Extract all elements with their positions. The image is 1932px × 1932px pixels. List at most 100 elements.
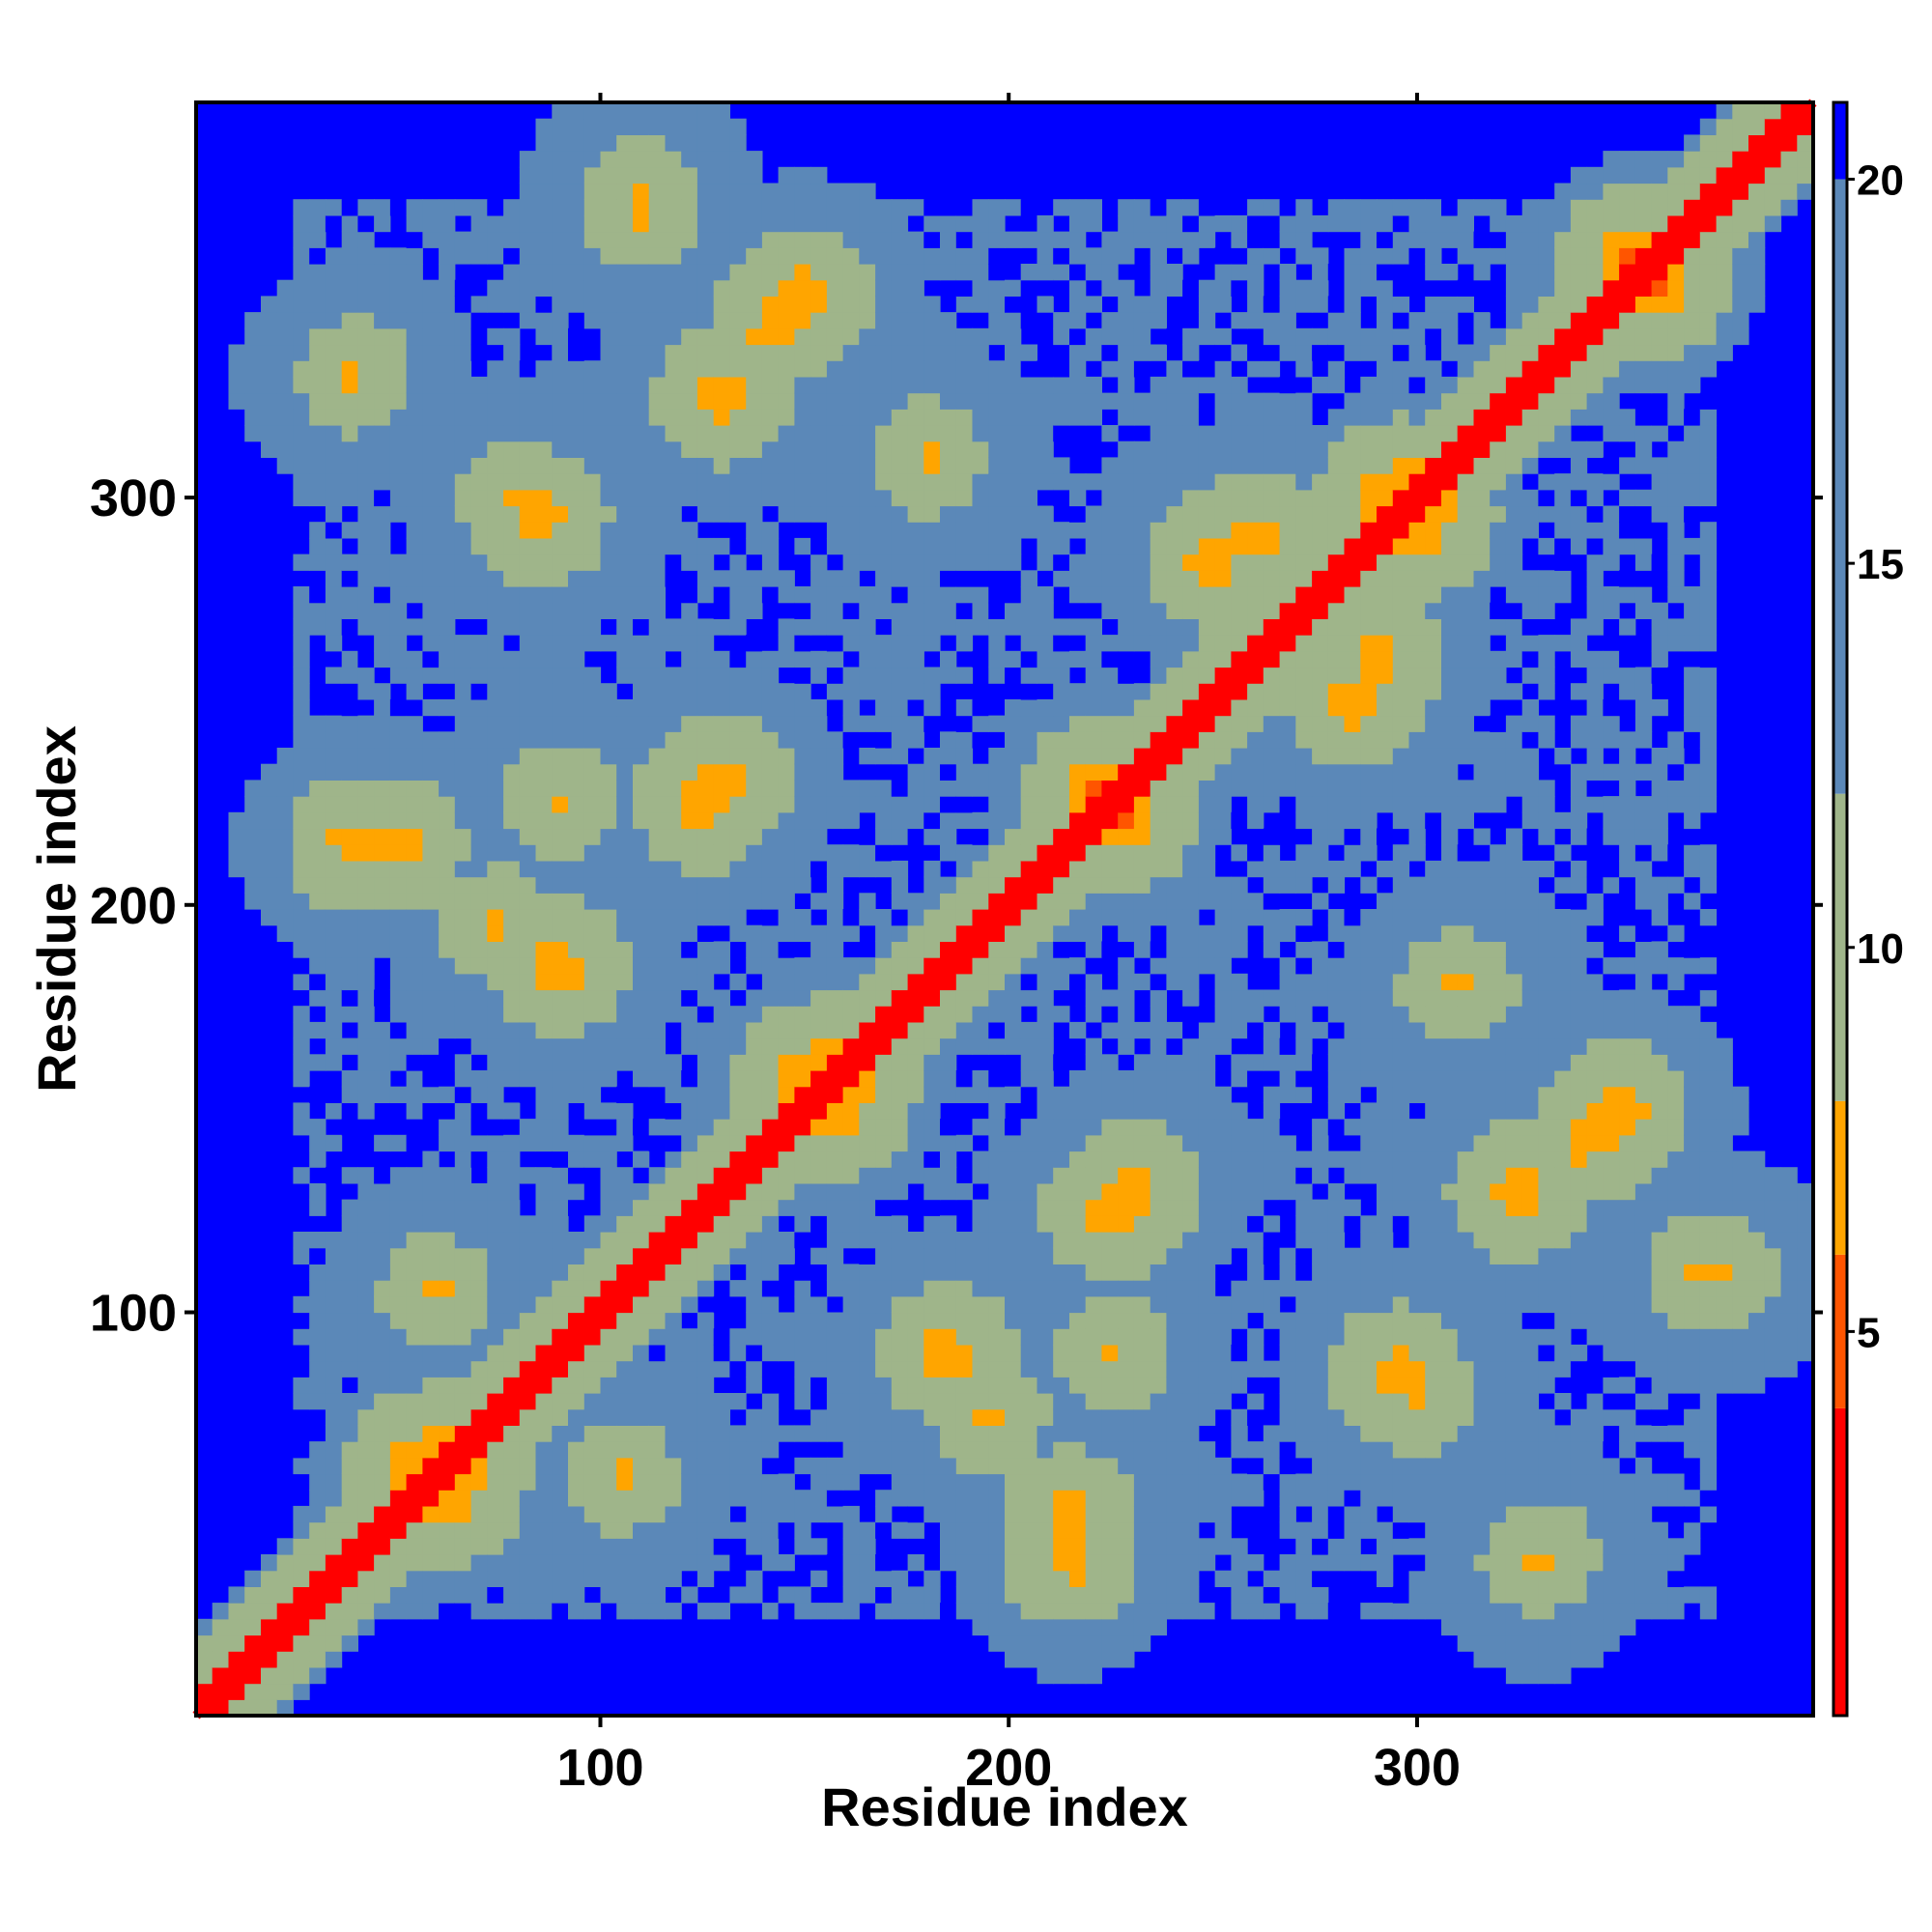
heatmap-cell <box>826 1360 844 1378</box>
heatmap-cell <box>761 1232 780 1249</box>
heatmap-cell <box>891 264 909 281</box>
heatmap-cell <box>1214 473 1232 491</box>
heatmap-cell <box>955 1295 974 1314</box>
heatmap-cell <box>681 618 698 636</box>
heatmap-cell <box>907 376 924 394</box>
heatmap-cell <box>696 1473 715 1491</box>
heatmap-cell <box>761 989 780 1007</box>
heatmap-cell <box>487 1182 504 1201</box>
heatmap-cell <box>648 505 666 523</box>
heatmap-cell <box>470 1151 488 1168</box>
heatmap-cell <box>761 570 780 587</box>
heatmap-cell <box>1150 409 1167 426</box>
heatmap-cell <box>665 844 682 862</box>
heatmap-cell <box>261 780 278 797</box>
heatmap-cell <box>406 1328 423 1346</box>
heatmap-cell <box>681 1328 698 1346</box>
heatmap-cell <box>487 715 504 732</box>
heatmap-cell <box>729 554 747 571</box>
heatmap-cell <box>568 1199 585 1216</box>
heatmap-cell <box>519 409 537 426</box>
heatmap-cell <box>357 296 375 313</box>
heatmap-cell <box>842 1232 860 1249</box>
heatmap-cell <box>891 1037 909 1055</box>
heatmap-cell <box>341 1295 358 1314</box>
heatmap-cell <box>374 1473 391 1491</box>
heatmap-cell <box>357 1199 375 1216</box>
heatmap-cell <box>1198 941 1216 958</box>
heatmap-cell <box>325 1554 343 1572</box>
heatmap-cell <box>1166 844 1183 862</box>
heatmap-cell <box>244 1699 262 1717</box>
heatmap-cell <box>1150 231 1167 248</box>
heatmap-cell <box>406 457 423 474</box>
heatmap-cell <box>309 1457 327 1475</box>
heatmap-cell <box>1231 1344 1248 1362</box>
heatmap-cell <box>746 1182 763 1201</box>
heatmap-cell <box>907 1393 924 1410</box>
heatmap-cell <box>389 1167 408 1184</box>
heatmap-cell <box>1085 1182 1102 1201</box>
heatmap-cell <box>325 344 343 361</box>
heatmap-cell <box>1133 1505 1151 1523</box>
heatmap-cell <box>244 1570 262 1587</box>
heatmap-cell <box>1005 1570 1022 1587</box>
heatmap-cell <box>778 828 795 845</box>
heatmap-cell <box>761 650 780 668</box>
heatmap-cell <box>616 360 634 378</box>
heatmap-cell <box>1037 1295 1054 1314</box>
heatmap-cell <box>1182 860 1200 878</box>
heatmap-cell <box>454 440 472 458</box>
heatmap-cell <box>261 860 278 878</box>
heatmap-cell <box>761 1521 780 1539</box>
heatmap-cell <box>1069 1666 1087 1685</box>
heatmap-cell <box>503 1199 521 1216</box>
heatmap-cell <box>583 715 602 732</box>
heatmap-cell <box>454 537 472 555</box>
heatmap-cell <box>309 1473 327 1491</box>
heatmap-cell <box>826 1425 844 1442</box>
heatmap-cell <box>859 473 876 491</box>
heatmap-cell <box>389 586 408 604</box>
heatmap-cell <box>1085 554 1102 571</box>
heatmap-cell <box>389 909 408 926</box>
heatmap-cell <box>891 1538 909 1555</box>
heatmap-cell <box>1214 279 1232 297</box>
heatmap-cell <box>1005 780 1022 797</box>
heatmap-cell <box>568 1408 585 1426</box>
heatmap-cell <box>309 811 327 830</box>
heatmap-cell <box>1020 828 1037 845</box>
heatmap-cell <box>422 199 440 216</box>
heatmap-cell <box>923 1264 941 1281</box>
heatmap-cell <box>1005 1006 1022 1023</box>
heatmap-cell <box>955 1570 974 1587</box>
heatmap-cell <box>696 1086 715 1103</box>
heatmap-cell <box>633 1425 650 1442</box>
heatmap-cell <box>568 554 585 571</box>
heatmap-cell <box>309 1603 327 1620</box>
heatmap-cell <box>600 1377 617 1394</box>
heatmap-cell <box>228 1586 245 1604</box>
heatmap-cell <box>1133 327 1151 346</box>
heatmap-cell <box>1231 924 1248 942</box>
heatmap-cell <box>729 376 747 394</box>
heatmap-cell <box>1053 650 1070 668</box>
heatmap-cell <box>1166 440 1183 458</box>
heatmap-cell <box>406 537 423 555</box>
heatmap-cell <box>535 763 553 781</box>
heatmap-cell <box>859 1070 876 1088</box>
heatmap-cell <box>729 489 747 507</box>
heatmap-cell <box>583 1521 602 1539</box>
heatmap-cell <box>276 312 294 329</box>
heatmap-cell <box>696 392 715 410</box>
heatmap-cell <box>955 876 974 894</box>
heatmap-cell <box>583 989 602 1007</box>
heatmap-cell <box>276 1538 294 1555</box>
heatmap-cell <box>955 811 974 830</box>
heatmap-cell <box>713 134 730 152</box>
heatmap-cell <box>891 247 909 265</box>
heatmap-cell <box>1118 360 1135 378</box>
heatmap-cell <box>583 440 602 458</box>
heatmap-cell <box>923 748 941 765</box>
heatmap-cell <box>374 1232 391 1249</box>
